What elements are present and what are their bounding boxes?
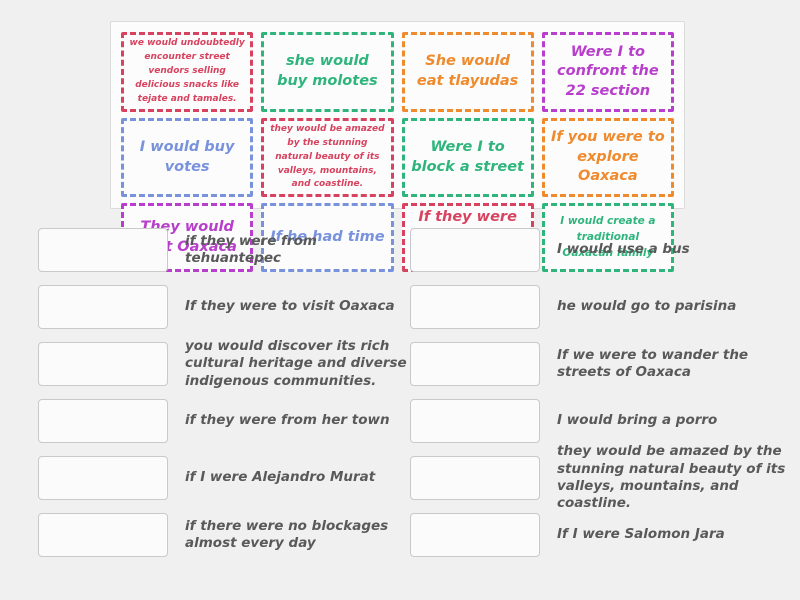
answer-slot[interactable] — [38, 456, 168, 500]
answer-slot[interactable] — [410, 342, 540, 386]
match-item-label: if I were Alejandro Murat — [185, 469, 376, 486]
match-tile-label: I would create a traditional Oaxacan fam… — [560, 215, 656, 259]
match-item-label: he would go to parisina — [557, 298, 737, 315]
match-item: if they were from tehuantepec — [38, 228, 415, 272]
match-tile[interactable]: I would create a traditional Oaxacan fam… — [541, 203, 674, 273]
answer-slot[interactable] — [38, 399, 168, 443]
match-item-label: If we were to wander the streets of Oaxa… — [557, 346, 749, 380]
match-tile-label: Were I to block a street — [411, 138, 524, 175]
match-item: if I were Alejandro Murat — [38, 456, 415, 500]
match-tile-label: She would eat tlayudas — [416, 53, 519, 89]
match-tile[interactable]: I would buy votes — [121, 117, 254, 198]
match-item: he would go to parisina — [410, 285, 787, 329]
answer-slot[interactable] — [410, 456, 540, 500]
match-column-left: if they were from tehuantepec If they we… — [38, 228, 415, 570]
answer-slot[interactable] — [38, 342, 168, 386]
match-tile[interactable]: they would be amazed by the stunning nat… — [261, 117, 394, 198]
match-tile[interactable]: we would undoubtedly encounter street ve… — [121, 32, 254, 112]
match-tile-label: they would be amazed by the stunning nat… — [270, 123, 385, 190]
match-tile-label: she would buy molotes — [277, 53, 378, 89]
match-tile-label: If you were to explore Oaxaca — [551, 129, 665, 185]
match-tile-label: we would undoubtedly encounter street ve… — [129, 38, 245, 104]
match-item-label: If I were Salomon Jara — [557, 526, 725, 543]
match-item-label: if they were from her town — [185, 412, 390, 429]
match-column-right: I would use a bus he would go to parisin… — [410, 228, 787, 570]
match-item: If they were to visit Oaxaca — [38, 285, 415, 329]
match-item: they would be amazed by the stunning nat… — [410, 443, 787, 511]
match-tile[interactable]: If you were to explore Oaxaca — [541, 117, 674, 198]
match-tile-label: Were I to confront the 22 section — [557, 43, 659, 99]
match-item-label: you would discover its rich cultural her… — [185, 338, 407, 389]
match-item: if there were no blockages almost every … — [38, 513, 415, 557]
match-tile-label: I would buy votes — [139, 138, 235, 175]
match-tile-label: If he had time — [270, 228, 385, 245]
match-tile[interactable]: Were I to confront the 22 section — [541, 32, 674, 112]
match-item-label: if they were from tehuantepec — [185, 232, 317, 266]
answer-slot[interactable] — [410, 513, 540, 557]
tile-bank-panel: we would undoubtedly encounter street ve… — [110, 21, 685, 273]
match-item-label: if there were no blockages almost every … — [185, 517, 389, 551]
match-tile[interactable]: If he had time — [261, 203, 394, 273]
match-tile[interactable]: Were I to block a street — [401, 117, 534, 198]
match-item: you would discover its rich cultural her… — [38, 338, 415, 389]
match-tile[interactable]: She would eat tlayudas — [401, 32, 534, 112]
answer-slot[interactable] — [410, 399, 540, 443]
match-item-label: I would use a bus — [557, 241, 690, 258]
match-item: If we were to wander the streets of Oaxa… — [410, 342, 787, 386]
match-item: if they were from her town — [38, 399, 415, 443]
answer-slot[interactable] — [410, 285, 540, 329]
match-item-label: I would bring a porro — [557, 412, 718, 429]
answer-slot[interactable] — [38, 228, 168, 272]
match-item: If I were Salomon Jara — [410, 513, 787, 557]
match-item: I would use a bus — [410, 228, 787, 272]
match-item-label: they would be amazed by the stunning nat… — [557, 443, 786, 512]
answer-slot[interactable] — [38, 285, 168, 329]
match-tile[interactable]: she would buy molotes — [261, 32, 394, 112]
answer-slot[interactable] — [38, 513, 168, 557]
answer-slot[interactable] — [410, 228, 540, 272]
match-item-label: If they were to visit Oaxaca — [185, 298, 395, 315]
match-item: I would bring a porro — [410, 399, 787, 443]
